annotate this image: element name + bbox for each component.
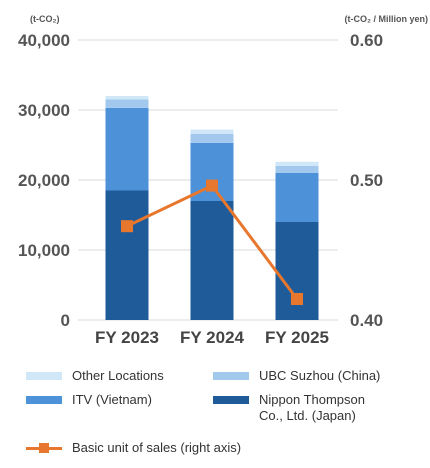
legend-item-nippon-thompson: Nippon Thompson Co., Ltd. (Japan) — [213, 392, 365, 424]
bar-segment — [190, 133, 234, 143]
bar-segment — [190, 201, 234, 320]
legend-label-itv-vietnam: ITV (Vietnam) — [72, 392, 152, 407]
x-tick-label: FY 2025 — [265, 328, 329, 347]
legend-swatch-basic-unit — [26, 440, 62, 456]
line-point — [291, 293, 303, 305]
emissions-chart: (t-CO₂) (t-CO₂ / Million yen) 40,000 30,0… — [18, 14, 429, 347]
right-axis-unit: (t-CO₂ / Million yen) — [345, 14, 429, 24]
legend-item-itv-vietnam: ITV (Vietnam) — [26, 392, 152, 408]
bar-segment — [275, 166, 319, 173]
legend-item-basic-unit: Basic unit of sales (right axis) — [26, 440, 241, 456]
legend-swatch-itv-vietnam — [26, 396, 62, 404]
legend-swatch-nippon-thompson — [213, 396, 249, 404]
left-tick-label: 40,000 — [18, 31, 70, 50]
legend-label-nippon-thompson: Nippon Thompson Co., Ltd. (Japan) — [259, 392, 365, 423]
sales-unit-line — [121, 179, 303, 305]
left-axis-ticks: 40,000 30,000 20,000 10,000 0 — [18, 31, 70, 330]
left-tick-label: 20,000 — [18, 171, 70, 190]
line-point — [121, 220, 133, 233]
bar-segment — [190, 129, 234, 134]
bar-segment — [105, 96, 149, 100]
legend-swatch-other-locations — [26, 372, 62, 380]
x-tick-label: FY 2024 — [180, 328, 245, 347]
legend-label-ubc-suzhou: UBC Suzhou (China) — [259, 368, 381, 383]
legend-label-other-locations: Other Locations — [72, 368, 164, 383]
line-point — [206, 179, 218, 192]
right-tick-label: 0.50 — [350, 171, 383, 190]
left-tick-label: 30,000 — [18, 101, 70, 120]
right-tick-label: 0.40 — [350, 311, 383, 330]
bar-segment — [105, 99, 149, 108]
bar-segment — [275, 161, 319, 166]
bar-segment — [105, 107, 149, 191]
left-tick-label: 0 — [61, 311, 70, 330]
left-axis-unit: (t-CO₂) — [30, 14, 60, 24]
legend-swatch-ubc-suzhou — [213, 372, 249, 380]
legend-item-ubc-suzhou: UBC Suzhou (China) — [213, 368, 380, 384]
stacked-bars — [105, 96, 319, 320]
bar-segment — [105, 190, 149, 320]
right-tick-label: 0.60 — [350, 31, 383, 50]
legend-item-other-locations: Other Locations — [26, 368, 164, 384]
right-axis-ticks: 0.60 0.50 0.40 — [350, 31, 383, 330]
bar-segment — [275, 173, 319, 222]
legend-label-basic-unit: Basic unit of sales (right axis) — [72, 440, 242, 455]
x-tick-label: FY 2023 — [95, 328, 159, 347]
x-axis-labels: FY 2023 FY 2024 FY 2025 — [95, 328, 329, 347]
left-tick-label: 10,000 — [18, 241, 70, 260]
